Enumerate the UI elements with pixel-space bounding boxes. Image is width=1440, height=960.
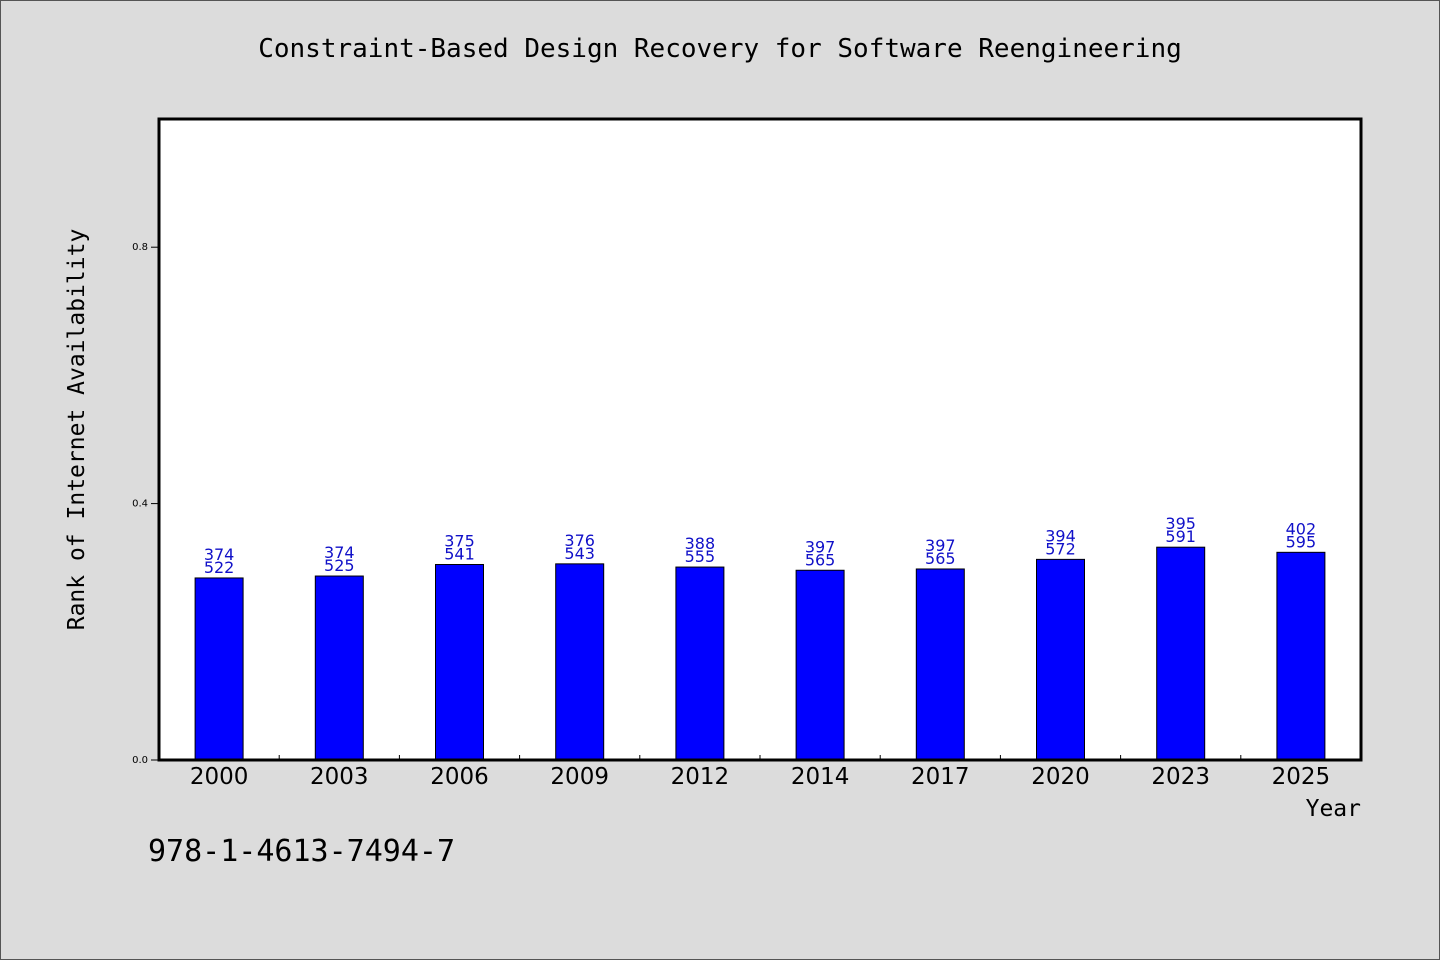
y-axis-title: Rank of Internet Availability [64,229,90,631]
data-label-bottom: 555 [685,547,716,566]
bar [314,575,364,761]
x-axis-title: Year [1306,796,1361,822]
bar [194,577,244,761]
bar [915,568,965,761]
data-label-top: 395 [1165,514,1196,533]
data-label-top: 397 [805,537,836,556]
x-tick-label: 2012 [671,764,730,790]
chart-title: Constraint-Based Design Recovery for Sof… [258,34,1182,64]
x-tick-label: 2020 [1031,764,1090,790]
x-tick-label: 2003 [310,764,369,790]
data-label-bottom: 541 [444,544,475,563]
plot-frame [157,117,1363,762]
bar [795,569,845,761]
data-label-top: 402 [1286,519,1317,538]
data-label-bottom: 595 [1286,532,1317,551]
data-label-bottom: 565 [925,549,956,568]
x-tick-label: 2023 [1151,764,1210,790]
data-label-top: 394 [1045,526,1076,545]
x-tick-label: 2014 [791,764,850,790]
isbn-label: 978-1-4613-7494-7 [148,834,456,869]
data-label-bottom: 543 [564,544,595,563]
data-label-bottom: 565 [805,550,836,569]
data-label-bottom: 525 [324,556,355,575]
data-label-top: 397 [925,536,956,555]
data-label-top: 375 [444,531,475,550]
bar [1036,558,1085,761]
y-tick-label: 0.8 [132,242,148,253]
data-label-top: 388 [685,534,716,553]
data-label-top: 374 [324,543,355,562]
bar [675,566,725,761]
data-label-bottom: 522 [204,558,235,577]
x-tick-label: 2006 [430,764,489,790]
data-label-bottom: 591 [1165,527,1196,546]
data-label-top: 376 [564,531,595,550]
x-tick-label: 2009 [550,764,609,790]
bar [435,563,484,761]
x-tick-label: 2000 [190,764,249,790]
x-tick-label: 2025 [1272,764,1331,790]
bar [1156,546,1206,761]
y-tick-label: 0.4 [132,499,148,510]
x-tick-label: 2017 [911,764,970,790]
bar [1276,551,1326,761]
data-label-top: 374 [204,545,235,564]
data-label-bottom: 572 [1045,539,1076,558]
bar [555,563,605,761]
y-tick-label: 0.0 [132,755,148,766]
